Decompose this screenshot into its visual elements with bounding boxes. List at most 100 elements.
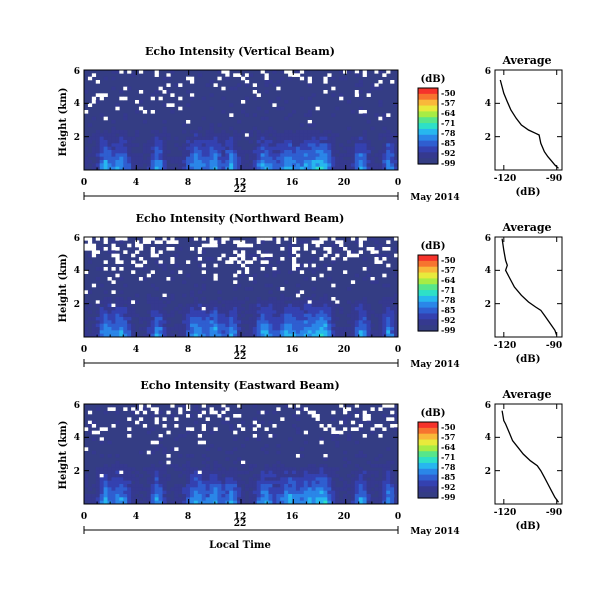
heatmap-cell (358, 136, 363, 141)
heatmap-cell (319, 297, 324, 301)
heatmap-cell (264, 163, 269, 167)
heatmap-cell (346, 100, 352, 104)
heatmap-cell (331, 146, 336, 151)
heatmap-cell (335, 333, 340, 338)
heatmap-cell-blank (221, 70, 226, 74)
heatmap-cell (276, 166, 281, 171)
heatmap-cell (284, 140, 289, 144)
heatmap-cell (311, 313, 316, 318)
heatmap-cell (288, 146, 293, 151)
heatmap-cell-blank (150, 407, 155, 411)
heatmap-cell (103, 143, 108, 147)
heatmap-cell (150, 153, 155, 157)
heatmap-cell (339, 310, 344, 314)
heatmap-cell (299, 323, 305, 328)
heatmap-cell-blank (135, 243, 140, 248)
heatmap-cell-blank (186, 404, 191, 408)
heatmap-cell (91, 497, 97, 501)
heatmap-cell-blank (256, 237, 261, 241)
heatmap-cell (233, 143, 238, 147)
heatmap-cell (213, 307, 218, 311)
colorbar-swatch (418, 468, 438, 476)
heatmap-cell-blank (358, 110, 363, 114)
heatmap-cell (280, 160, 285, 164)
heatmap-cell (390, 310, 395, 314)
heatmap-cell (248, 130, 254, 134)
heatmap-cell (307, 474, 312, 478)
heatmap-cell (280, 293, 285, 298)
heatmap-cell (276, 156, 281, 161)
heatmap-cell (276, 133, 281, 137)
heatmap-cell (150, 150, 155, 154)
heatmap-cell (178, 467, 183, 471)
heatmap-cell (284, 480, 289, 485)
heatmap-cell (390, 317, 395, 321)
heatmap-cell (189, 320, 195, 324)
heatmap-cell (319, 500, 324, 505)
heatmap-cell (127, 470, 132, 475)
heatmap-cell (386, 497, 391, 501)
heatmap-cell (276, 310, 281, 314)
heatmap-cell (311, 133, 316, 137)
heatmap-cell (233, 150, 238, 154)
heatmap-cell (331, 310, 336, 314)
heatmap-cell (186, 480, 191, 485)
x-tick-label: 16 (286, 512, 299, 522)
heatmap-cell (335, 133, 340, 137)
heatmap-cell (174, 437, 179, 441)
heatmap-cell (95, 100, 100, 104)
heatmap-cell (150, 490, 155, 495)
heatmap-cell (386, 447, 391, 451)
heatmap-cell-blank (166, 277, 171, 281)
heatmap-cell (276, 487, 281, 491)
heatmap-cell (135, 156, 140, 161)
heatmap-cell-blank (248, 243, 254, 248)
heatmap-cell (378, 133, 383, 137)
heatmap-cell-blank (150, 96, 155, 101)
heatmap-cell-blank (343, 407, 348, 411)
heatmap-cell (189, 480, 195, 485)
heatmap-cell (150, 320, 155, 324)
heatmap-cell (237, 136, 242, 141)
heatmap-cell-blank (162, 293, 167, 298)
heatmap-cell (111, 467, 116, 471)
heatmap-cell (107, 330, 112, 334)
heatmap-cell (394, 133, 399, 137)
heatmap-cell (366, 150, 371, 154)
heatmap-cell-blank (260, 70, 265, 74)
heatmap-cell (327, 327, 332, 331)
heatmap-cell (268, 290, 273, 294)
heatmap-cell (276, 106, 281, 111)
colorbar-swatch (418, 123, 438, 130)
heatmap-cell-blank (354, 427, 360, 431)
heatmap-cell-blank (358, 243, 363, 248)
colorbar-tick: -99 (441, 325, 456, 335)
heatmap-cell (162, 447, 167, 451)
heatmap-cell (103, 146, 108, 151)
heatmap-cell-blank (311, 414, 316, 418)
heatmap-cell (350, 327, 356, 331)
heatmap-cell (233, 307, 238, 311)
heatmap-cell (178, 474, 183, 478)
heatmap-cell (292, 497, 297, 501)
heatmap-cell (189, 500, 195, 505)
heatmap-cell (186, 317, 191, 321)
heatmap-cell (331, 260, 336, 264)
heatmap-cell (264, 480, 269, 485)
heatmap-cell-blank (295, 73, 301, 77)
heatmap-cell (233, 497, 238, 501)
heatmap-cell-blank (343, 247, 348, 251)
heatmap-cell (280, 166, 285, 171)
heatmap-cell (233, 140, 238, 144)
heatmap-cell (146, 150, 152, 154)
heatmap-cell (186, 103, 191, 107)
heatmap-cell (394, 490, 399, 495)
heatmap-cell (252, 490, 257, 495)
heatmap-cell (225, 477, 230, 481)
heatmap-cell-blank (154, 420, 159, 425)
heatmap-cell (111, 146, 116, 151)
heatmap-cell-blank (292, 267, 297, 271)
heatmap-cell (350, 330, 356, 334)
heatmap-cell-blank (272, 424, 277, 428)
heatmap-cell (174, 323, 179, 328)
